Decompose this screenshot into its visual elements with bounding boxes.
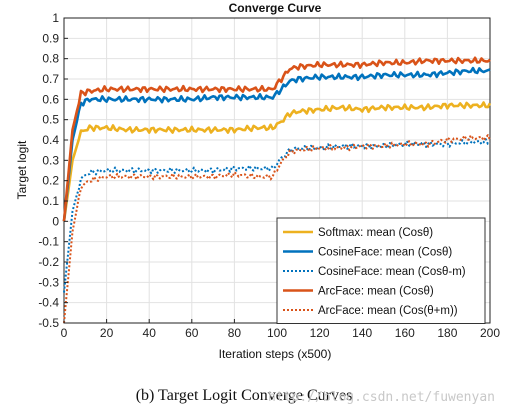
y-tick-label: -0.2	[38, 255, 59, 269]
x-tick-label: 180	[437, 326, 457, 340]
y-tick-label: 0.6	[42, 92, 59, 106]
x-tick-label: 40	[143, 326, 157, 340]
y-tick-label: -0.1	[38, 235, 59, 249]
y-tick-label: 0.5	[42, 113, 59, 127]
x-tick-label: 80	[228, 326, 242, 340]
legend-entry-label: CosineFace: mean (Cosθ-m)	[318, 266, 466, 278]
series-lines	[62, 56, 492, 324]
series-line	[62, 101, 492, 222]
x-tick-label: 100	[267, 326, 287, 340]
x-tick-label: 0	[61, 326, 68, 340]
y-tick-label: 1	[52, 11, 59, 25]
legend-entry-label: Softmax: mean (Cosθ)	[318, 227, 433, 239]
series-line	[62, 66, 491, 222]
axis-ticks: 0 20 40 60 80 100 120 140 160 180 200 1 0.9 0.8 0.7 0.6…	[38, 11, 500, 340]
figure-caption: (b) Target Logit Converge Curves	[136, 387, 353, 404]
y-tick-label: 0.7	[42, 72, 59, 86]
y-tick-label: 0.8	[42, 52, 59, 66]
x-tick-label: 120	[310, 326, 330, 340]
y-tick-label: -0.5	[38, 316, 59, 330]
legend-entry-label: ArcFace: mean (Cos(θ+m))	[318, 305, 458, 317]
y-tick-label: 0.1	[42, 194, 59, 208]
x-axis-title: Iteration steps (x500)	[219, 347, 332, 361]
y-tick-label: 0.4	[42, 133, 59, 147]
watermark-text: http://blog.csdn.net/fuwenyan	[268, 390, 495, 405]
chart-title: Converge Curve	[229, 1, 322, 15]
y-axis-title: Target logit	[15, 140, 29, 199]
legend-entry-label: CosineFace: mean (Cosθ)	[318, 247, 452, 259]
x-tick-label: 160	[395, 326, 415, 340]
x-tick-label: 140	[352, 326, 372, 340]
y-tick-label: -0.4	[38, 296, 59, 310]
y-tick-label: 0.2	[42, 174, 59, 188]
x-tick-label: 60	[185, 326, 199, 340]
y-tick-label: 0.3	[42, 153, 59, 167]
x-tick-label: 20	[100, 326, 114, 340]
legend: Softmax: mean (Cosθ) CosineFace: mean (Co…	[276, 217, 486, 324]
y-tick-label: -0.3	[38, 275, 59, 289]
series-line	[62, 56, 491, 222]
x-tick-label: 200	[480, 326, 500, 340]
y-tick-label: 0.9	[42, 31, 59, 45]
y-tick-label: 0	[52, 214, 59, 228]
series-line	[63, 134, 491, 324]
legend-entry-label: ArcFace: mean (Cosθ)	[318, 286, 434, 298]
